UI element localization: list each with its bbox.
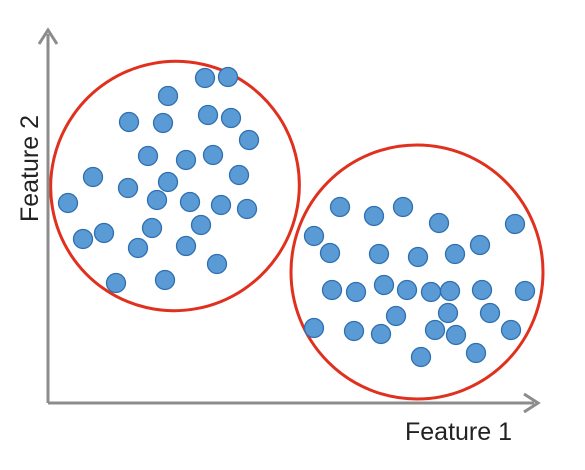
y-axis-label: Feature 2 bbox=[16, 115, 44, 222]
data-point bbox=[385, 305, 407, 327]
data-point bbox=[202, 144, 224, 166]
data-point bbox=[175, 149, 197, 171]
data-point bbox=[141, 217, 163, 239]
data-point bbox=[152, 112, 174, 134]
data-point bbox=[424, 319, 446, 341]
data-point bbox=[407, 246, 429, 268]
data-point bbox=[157, 171, 179, 193]
x-axis-label: Feature 1 bbox=[405, 418, 512, 446]
data-point bbox=[410, 346, 432, 368]
data-point bbox=[514, 280, 536, 302]
cluster-outlines bbox=[49, 59, 545, 401]
data-point bbox=[137, 145, 159, 167]
data-point bbox=[57, 192, 79, 214]
data-point bbox=[345, 281, 367, 303]
cluster-outline-1 bbox=[49, 59, 301, 313]
data-point bbox=[368, 243, 390, 265]
data-point bbox=[154, 269, 176, 291]
data-point bbox=[194, 67, 216, 89]
data-point bbox=[228, 164, 250, 186]
data-point bbox=[93, 222, 115, 244]
data-point bbox=[428, 212, 450, 234]
data-point bbox=[303, 317, 325, 339]
data-point bbox=[118, 111, 140, 133]
data-point bbox=[437, 302, 459, 324]
data-point bbox=[445, 324, 467, 346]
data-point bbox=[479, 302, 501, 324]
data-point bbox=[157, 85, 179, 107]
data-point bbox=[396, 279, 418, 301]
data-point bbox=[217, 66, 239, 88]
data-point bbox=[190, 214, 212, 236]
data-point bbox=[82, 166, 104, 188]
data-point bbox=[471, 279, 493, 301]
data-point bbox=[175, 235, 197, 257]
data-point bbox=[146, 189, 168, 211]
data-point bbox=[420, 281, 442, 303]
data-point bbox=[439, 280, 461, 302]
data-point bbox=[210, 194, 232, 216]
data-point bbox=[370, 323, 392, 345]
data-point bbox=[469, 234, 491, 256]
x-axis-arrowhead bbox=[523, 392, 541, 414]
y-axis-arrowhead bbox=[37, 27, 59, 45]
data-point bbox=[500, 319, 522, 341]
data-point bbox=[117, 177, 139, 199]
data-points bbox=[57, 66, 536, 368]
data-point bbox=[220, 107, 242, 129]
data-point bbox=[206, 253, 228, 275]
axes bbox=[37, 27, 541, 414]
data-point bbox=[238, 129, 260, 151]
data-point bbox=[363, 205, 385, 227]
data-point bbox=[329, 196, 351, 218]
data-point bbox=[321, 279, 343, 301]
data-point bbox=[444, 243, 466, 265]
cluster-outline-2 bbox=[289, 143, 545, 401]
data-point bbox=[72, 228, 94, 250]
data-point bbox=[319, 242, 341, 264]
data-point bbox=[373, 274, 395, 296]
data-point bbox=[105, 272, 127, 294]
data-point bbox=[504, 213, 526, 235]
data-point bbox=[465, 342, 487, 364]
data-point bbox=[343, 320, 365, 342]
data-point bbox=[197, 104, 219, 126]
data-point bbox=[236, 198, 258, 220]
data-point bbox=[392, 196, 414, 218]
data-point bbox=[179, 191, 201, 213]
data-point bbox=[303, 225, 325, 247]
data-point bbox=[127, 237, 149, 259]
